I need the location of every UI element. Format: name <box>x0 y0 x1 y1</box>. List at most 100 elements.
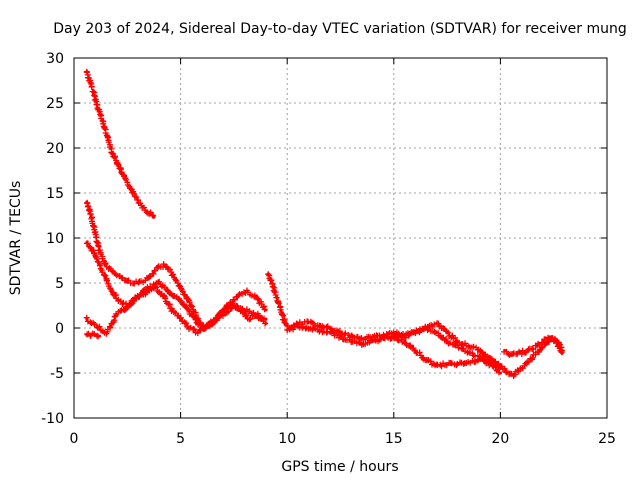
data-point <box>307 321 311 325</box>
data-point <box>238 292 242 296</box>
data-point <box>253 295 257 298</box>
data-point <box>98 250 102 253</box>
x-tick-label: 10 <box>278 431 296 447</box>
data-point <box>91 322 95 325</box>
data-point <box>445 340 449 343</box>
data-point <box>85 317 89 321</box>
data-point <box>255 313 259 316</box>
data-point <box>456 344 460 348</box>
data-point <box>518 351 522 355</box>
data-point <box>266 272 270 276</box>
data-point <box>85 241 89 244</box>
data-point <box>279 308 283 312</box>
data-point <box>520 367 524 370</box>
data-point <box>157 265 161 269</box>
data-point <box>221 308 225 312</box>
data-point <box>230 304 234 307</box>
data-point <box>541 340 545 343</box>
x-tick-label: 15 <box>385 431 403 447</box>
y-tick-label: -5 <box>50 366 64 382</box>
data-point <box>170 308 174 312</box>
data-point <box>127 304 131 307</box>
data-point <box>270 281 274 285</box>
data-point <box>505 371 509 375</box>
data-point <box>456 362 460 366</box>
data-point <box>127 184 131 188</box>
data-point <box>115 313 119 316</box>
data-point <box>98 263 102 267</box>
data-point <box>445 331 449 334</box>
data-point <box>189 313 193 316</box>
data-point <box>445 362 449 366</box>
x-tick-label: 25 <box>598 431 616 447</box>
y-tick-labels: -10 -5 0 5 10 15 20 25 30 <box>41 51 64 427</box>
data-point <box>349 340 353 343</box>
data-point <box>179 317 183 321</box>
data-point <box>456 340 460 343</box>
data-point <box>232 299 236 303</box>
y-tick-label: 15 <box>46 186 64 202</box>
data-point <box>477 355 481 359</box>
data-point <box>85 333 89 337</box>
data-point <box>264 322 268 325</box>
data-point <box>413 349 417 352</box>
data-point <box>424 326 428 330</box>
y-tick-label: -10 <box>41 411 64 427</box>
data-point <box>498 371 502 375</box>
data-point <box>157 281 161 285</box>
data-point <box>94 333 98 337</box>
data-point <box>328 326 332 330</box>
data-point <box>123 178 127 181</box>
data-point <box>98 326 102 330</box>
data-point <box>187 326 191 330</box>
data-point <box>275 295 279 298</box>
data-point <box>147 277 151 280</box>
data-point <box>119 169 123 172</box>
data-point <box>535 344 539 348</box>
data-point <box>204 326 208 330</box>
data-point <box>110 151 114 154</box>
data-point <box>488 362 492 366</box>
data-point <box>488 358 492 361</box>
data-point <box>424 358 428 361</box>
data-point <box>537 349 541 352</box>
data-point <box>85 200 89 204</box>
y-tick-label: 30 <box>46 51 64 67</box>
data-point <box>117 274 121 278</box>
data-point <box>144 209 148 213</box>
data-point <box>140 205 144 208</box>
data-point <box>104 331 108 334</box>
data-point <box>264 317 268 321</box>
data-point <box>144 290 148 294</box>
data-point <box>132 191 136 195</box>
data-point <box>339 335 342 339</box>
data-point <box>189 304 193 307</box>
data-point <box>466 351 470 355</box>
x-tick-label: 20 <box>491 431 509 447</box>
y-tick-label: 25 <box>46 96 64 112</box>
series-arc-d <box>83 283 268 337</box>
data-point <box>360 342 364 346</box>
data-point <box>402 340 406 343</box>
data-point <box>339 331 342 334</box>
data-point <box>125 279 129 283</box>
data-point <box>543 342 547 346</box>
data-point <box>349 335 353 339</box>
data-point <box>98 110 102 114</box>
data-point <box>503 349 507 352</box>
grid <box>74 58 607 418</box>
data-point <box>238 308 242 312</box>
data-point <box>170 272 174 276</box>
data-point <box>511 373 515 377</box>
data-point <box>528 358 532 361</box>
y-tick-label: 20 <box>46 141 64 157</box>
data-point <box>434 322 438 325</box>
data-point <box>136 198 140 202</box>
data-point <box>307 326 311 330</box>
data-point <box>477 349 481 352</box>
data-point <box>93 232 97 235</box>
axis-ticks <box>73 57 608 419</box>
data-point <box>413 331 417 334</box>
data-point <box>110 290 114 294</box>
data-point <box>179 299 183 303</box>
